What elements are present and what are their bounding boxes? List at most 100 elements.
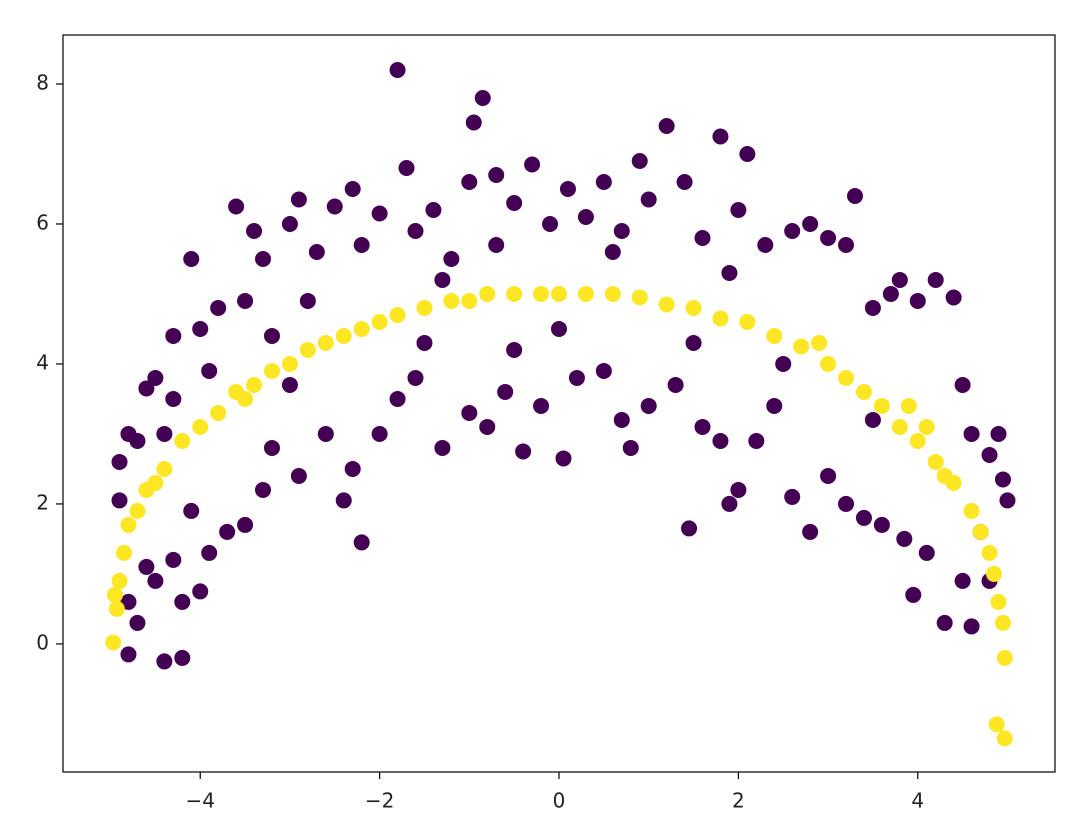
point — [685, 334, 702, 351]
point — [353, 320, 370, 337]
point — [255, 481, 272, 498]
point — [739, 145, 756, 162]
point — [838, 236, 855, 253]
point — [237, 292, 254, 309]
point — [299, 341, 316, 358]
point — [555, 450, 572, 467]
point — [846, 187, 863, 204]
point — [156, 653, 173, 670]
y-tick-label: 2 — [36, 490, 49, 514]
point — [353, 534, 370, 551]
point — [551, 320, 567, 337]
point — [936, 467, 953, 484]
point — [263, 327, 280, 344]
point — [479, 285, 496, 302]
point — [156, 425, 173, 442]
point — [855, 509, 872, 526]
point — [443, 250, 460, 267]
point — [147, 572, 164, 589]
point — [281, 376, 298, 393]
point — [308, 243, 325, 260]
point — [896, 530, 913, 547]
point — [784, 488, 801, 505]
point — [434, 271, 451, 288]
point — [900, 397, 917, 414]
point — [474, 89, 491, 106]
point — [918, 544, 935, 561]
point — [712, 432, 729, 449]
point — [954, 572, 971, 589]
point — [999, 492, 1016, 509]
point — [326, 198, 343, 215]
point — [873, 516, 890, 533]
point — [317, 425, 334, 442]
point — [855, 383, 872, 400]
point — [165, 390, 182, 407]
point — [138, 380, 155, 397]
point — [954, 376, 971, 393]
point — [730, 481, 747, 498]
point — [192, 583, 209, 600]
point — [488, 166, 505, 183]
point — [820, 467, 837, 484]
point — [793, 338, 810, 355]
point — [864, 411, 881, 428]
point — [506, 341, 523, 358]
point — [138, 558, 155, 575]
point — [568, 369, 585, 386]
point — [353, 236, 370, 253]
point — [909, 432, 926, 449]
point — [443, 292, 460, 309]
point — [115, 544, 132, 561]
point — [694, 229, 711, 246]
point — [873, 397, 890, 414]
point — [506, 194, 523, 211]
point — [622, 439, 639, 456]
point — [918, 418, 935, 435]
point — [838, 495, 855, 512]
point — [721, 264, 738, 281]
point — [996, 730, 1013, 747]
point — [542, 215, 559, 232]
point — [108, 600, 125, 617]
point — [147, 369, 164, 386]
y-tick-label: 4 — [36, 350, 49, 374]
point — [775, 355, 792, 372]
point — [631, 152, 648, 169]
point — [604, 243, 621, 260]
point — [263, 362, 280, 379]
point — [927, 271, 944, 288]
y-tick-label: 6 — [36, 210, 49, 234]
point — [434, 439, 451, 456]
point — [192, 320, 209, 337]
point — [111, 492, 128, 509]
point — [165, 551, 182, 568]
point — [891, 418, 908, 435]
point — [335, 327, 352, 344]
point — [986, 565, 1003, 582]
point — [147, 474, 164, 491]
point — [201, 362, 218, 379]
point — [129, 432, 146, 449]
point — [281, 215, 298, 232]
x-tick-label: −4 — [185, 789, 214, 813]
point — [595, 362, 612, 379]
point — [210, 404, 227, 421]
point — [988, 716, 1005, 733]
point — [990, 425, 1007, 442]
point — [766, 327, 783, 344]
point — [488, 236, 505, 253]
point — [335, 492, 352, 509]
point — [497, 383, 514, 400]
point — [577, 285, 594, 302]
point — [210, 299, 227, 316]
point — [667, 376, 684, 393]
point — [730, 201, 747, 218]
point — [613, 222, 630, 239]
point — [371, 205, 388, 222]
y-tick-label: 0 — [36, 630, 49, 654]
point — [389, 61, 406, 78]
point — [105, 634, 122, 651]
point — [120, 593, 137, 610]
point — [461, 404, 478, 421]
